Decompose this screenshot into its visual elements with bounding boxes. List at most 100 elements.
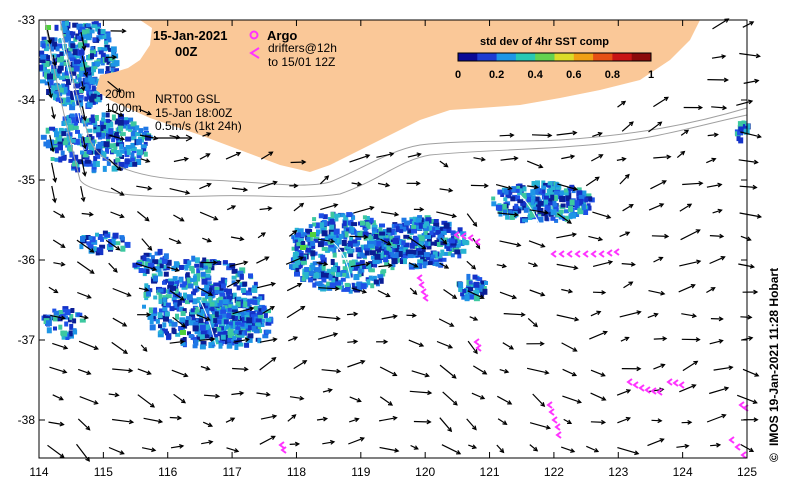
current-vector <box>48 286 58 294</box>
current-vector-head <box>572 130 578 136</box>
current-vector-head <box>659 203 665 208</box>
sst-pixel <box>346 212 353 218</box>
sst-pixel <box>435 262 442 267</box>
sst-pixel <box>185 300 190 305</box>
current-vector-head <box>752 399 758 404</box>
sst-pixel <box>503 209 507 216</box>
current-vector <box>109 134 125 140</box>
current-vector-head <box>145 158 151 163</box>
current-vector <box>407 153 421 158</box>
sst-pixel <box>88 143 95 150</box>
sst-pixel <box>70 32 75 39</box>
current-vector-head <box>753 159 759 165</box>
sst-pixel <box>253 329 259 334</box>
sst-pixel <box>741 124 746 129</box>
current-vector-head <box>205 365 211 371</box>
sst-pixel <box>294 227 299 232</box>
current-vector-head <box>660 290 666 296</box>
sst-pixel <box>255 322 261 327</box>
sst-pixel <box>364 250 370 256</box>
current-vector-head <box>183 372 189 378</box>
sst-pixel <box>158 293 163 300</box>
sst-pixel <box>328 274 333 281</box>
sst-pixel <box>377 249 381 254</box>
sst-pixel <box>102 230 108 236</box>
sst-pixel <box>52 315 59 322</box>
sst-pixel <box>190 308 196 313</box>
y-tick-label: -37 <box>18 333 36 347</box>
sst-pixel <box>586 193 592 198</box>
current-vector-head <box>383 339 389 345</box>
current-vector-head <box>471 425 477 431</box>
sst-pixel <box>457 227 463 234</box>
sst-pixel <box>105 124 110 131</box>
sst-pixel <box>738 126 744 132</box>
x-axis: 114 115 116 117 118 119 120 121 122 123 124 125 <box>29 20 757 479</box>
sst-pixel <box>135 132 142 136</box>
current-vector-head <box>724 18 730 23</box>
sst-pixel <box>386 246 391 251</box>
current-vector-head <box>270 435 276 441</box>
current-vector-head <box>448 187 454 193</box>
current-vector <box>259 435 276 445</box>
drifter-marker <box>738 401 745 409</box>
sst-pixel <box>236 296 242 302</box>
current-vector <box>743 79 759 84</box>
sst-pixel <box>216 315 223 320</box>
current-vector-head <box>662 336 668 342</box>
current-vector-head <box>499 448 505 454</box>
sst-pixel <box>214 289 220 294</box>
current-vector <box>497 212 518 216</box>
sst-pixel <box>197 312 204 317</box>
product-time-label: 15-Jan 18:00Z <box>155 106 232 120</box>
current-vector <box>47 81 52 98</box>
current-vector-head <box>543 209 550 215</box>
sst-pixel <box>90 114 95 120</box>
sst-pixel <box>418 222 424 229</box>
current-vector-head <box>128 419 135 425</box>
current-vector-head <box>81 45 87 51</box>
current-vector-head <box>717 208 723 214</box>
current-vector <box>169 290 185 301</box>
sst-pixel <box>359 252 364 258</box>
sst-pixel <box>423 252 430 258</box>
sst-pixel <box>124 241 131 248</box>
sst-pixel <box>112 232 119 239</box>
sst-pixel <box>192 344 198 349</box>
sst-pixel <box>497 189 503 195</box>
current-vector-head <box>624 336 630 342</box>
sst-pixel <box>238 328 243 333</box>
current-vector-head <box>329 238 336 244</box>
sst-pixel <box>417 259 424 264</box>
sst-pixel <box>55 95 60 100</box>
current-vector <box>738 263 754 268</box>
current-vector <box>173 214 184 222</box>
sst-pixel <box>529 195 536 200</box>
sst-pixel <box>265 309 271 314</box>
sst-pixel <box>220 283 226 289</box>
sst-pixel <box>251 287 258 293</box>
sst-pixel <box>350 227 355 234</box>
sst-pixel <box>544 208 550 214</box>
drifter-marker <box>558 250 565 258</box>
sst-pixel <box>101 112 106 118</box>
current-vector-head <box>598 154 604 159</box>
sst-pixel <box>342 259 348 264</box>
sst-pixel <box>59 87 64 93</box>
sst-pixel <box>384 259 390 266</box>
current-vector-head <box>600 419 607 425</box>
sst-pixel <box>505 201 511 206</box>
drifter-marker <box>555 431 562 439</box>
sst-pixel <box>66 115 71 120</box>
current-vector-head <box>533 184 540 190</box>
x-tick-label: 123 <box>608 465 628 479</box>
sst-pixel <box>157 259 162 264</box>
current-vector <box>526 160 543 168</box>
current-vector <box>52 394 64 401</box>
current-vector <box>676 445 689 448</box>
sst-pixel <box>84 96 89 102</box>
sst-pixel <box>54 147 59 154</box>
sst-pixel <box>535 185 540 192</box>
sst-pixel <box>554 218 559 223</box>
sst-pixel <box>119 149 125 154</box>
